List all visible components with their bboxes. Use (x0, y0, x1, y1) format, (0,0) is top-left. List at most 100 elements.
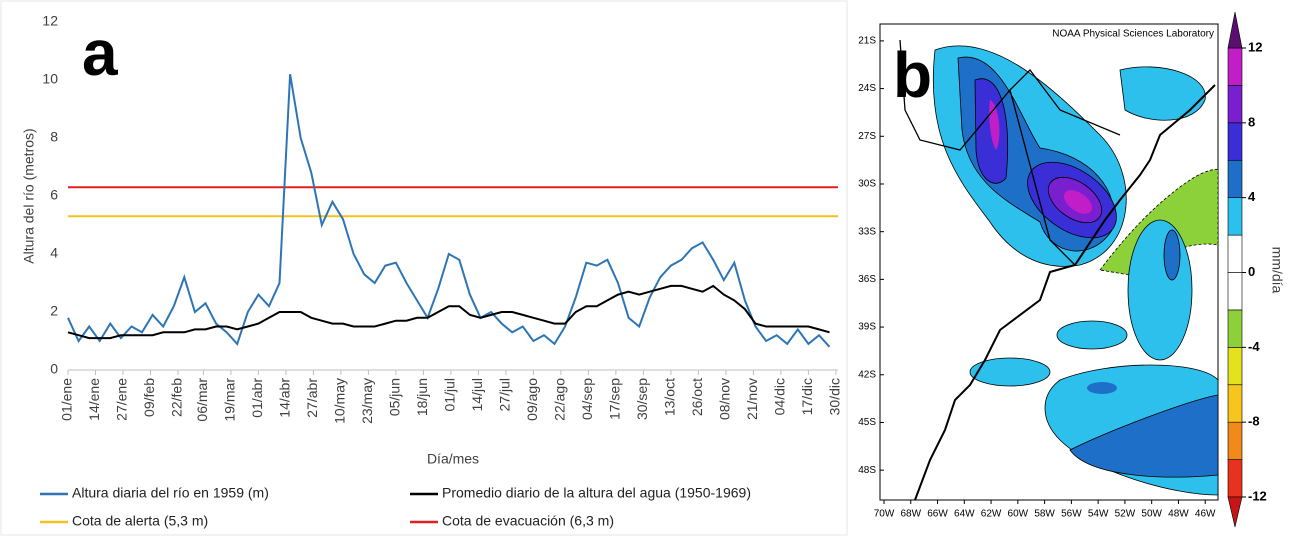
x-tick-label: 13/oct (662, 378, 678, 416)
colorbar-tick-label: -4 (1248, 339, 1260, 354)
x-tick-label: 09/ago (524, 378, 540, 421)
colorbar-band (1227, 384, 1243, 423)
lat-tick-label: 42S (858, 369, 876, 380)
x-tick-label: 17/dic (799, 378, 815, 415)
colorbar-tick-label: 12 (1248, 39, 1262, 54)
colorbar-tick-label: 0 (1248, 264, 1255, 279)
lon-tick-label: 70W (874, 509, 895, 520)
lon-tick-label: 48W (1168, 509, 1189, 520)
colorbar-extend (1227, 496, 1243, 528)
x-tick-label: 05/jun (387, 378, 403, 416)
data-line (67, 74, 831, 348)
y-tick-label: 8 (50, 129, 58, 145)
contour-fill (1063, 190, 1093, 214)
x-tick-label: 01/jul (442, 378, 458, 411)
x-tick-label: 22/ago (552, 378, 568, 421)
x-tick-label: 21/nov (744, 378, 760, 420)
x-tick-label: 18/jun (414, 378, 430, 416)
contour-fill (1119, 66, 1206, 121)
panel-label: a (82, 17, 118, 89)
x-tick-label: 30/sep (634, 378, 650, 420)
colorbar-tick-label: -8 (1248, 414, 1260, 429)
lon-tick-label: 58W (1034, 509, 1055, 520)
title-box (965, 26, 1217, 42)
data-line (67, 284, 830, 340)
lon-tick-label: 54W (1088, 509, 1109, 520)
legend-label: Cota de alerta (5,3 m) (72, 513, 208, 529)
x-tick-label: 09/feb (141, 378, 157, 417)
colorbar-band (1227, 47, 1243, 86)
colorbar-band (1227, 421, 1243, 460)
colorbar-label: mm/día (1269, 247, 1285, 294)
colorbar-band (1227, 122, 1243, 161)
x-tick-label: 30/dic (827, 378, 843, 415)
x-axis-label: Día/mes (427, 451, 479, 467)
lat-tick-label: 45S (858, 417, 876, 428)
x-tick-label: 06/mar (194, 378, 210, 422)
lat-tick-label: 33S (858, 226, 876, 237)
lon-tick-label: 66W (927, 509, 948, 520)
coastline (914, 84, 1216, 501)
x-tick-label: 01/ene (59, 378, 75, 421)
colorbar-tick-label: -12 (1248, 488, 1267, 503)
x-tick-label: 14/abr (277, 378, 293, 418)
colorbar-tick-label: 8 (1248, 114, 1255, 129)
y-axis-label: Altura del río (metros) (21, 128, 37, 263)
x-tick-label: 01/abr (249, 378, 265, 418)
lat-tick-label: 27S (858, 131, 876, 142)
x-tick-label: 04/dic (772, 378, 788, 415)
x-tick-label: 14/jul (469, 378, 485, 411)
x-tick-label: 17/sep (607, 378, 623, 420)
x-tick-label: 08/nov (717, 378, 733, 420)
x-tick-label: 22/feb (169, 378, 185, 417)
contour-fill (1163, 229, 1181, 281)
colorbar-band (1227, 309, 1243, 348)
lon-tick-label: 60W (1008, 509, 1029, 520)
lon-tick-label: 62W (981, 509, 1002, 520)
contour-fill (1056, 320, 1128, 350)
colorbar-band (1227, 197, 1243, 236)
panel-a-frame (0, 0, 848, 536)
y-tick-label: 6 (50, 187, 58, 203)
lat-tick-label: 24S (858, 83, 876, 94)
x-tick-label: 27/ene (114, 378, 130, 421)
colorbar-band (1227, 272, 1243, 311)
lon-tick-label: 46W (1195, 509, 1216, 520)
legend-label: Altura diaria del río en 1959 (m) (72, 485, 269, 501)
contour-fill (1127, 219, 1193, 361)
panel-label: b (893, 39, 932, 111)
lon-tick-label: 64W (954, 509, 975, 520)
colorbar-band (1227, 459, 1243, 498)
map-title: NOAA Physical Sciences Laboratory (1052, 29, 1214, 40)
lon-tick-label: 56W (1061, 509, 1082, 520)
map: NOAA Physical Sciences Laboratory b (879, 23, 1219, 501)
x-tick-label: 26/oct (689, 378, 705, 416)
legend-label: Cota de evacuación (6,3 m) (442, 513, 614, 529)
legend-label: Promedio diario de la altura del agua (1… (442, 485, 751, 501)
colorbar-extend (1227, 11, 1243, 49)
colorbar-tick-label: 4 (1248, 189, 1256, 204)
lon-tick-label: 68W (900, 509, 921, 520)
colorbar-band (1227, 159, 1243, 198)
lon-tick-label: 50W (1141, 509, 1162, 520)
y-tick-label: 4 (50, 245, 58, 261)
x-tick-label: 19/mar (222, 378, 238, 422)
y-tick-label: 0 (50, 361, 58, 377)
x-tick-label: 04/sep (579, 378, 595, 420)
lat-tick-label: 36S (858, 274, 876, 285)
lat-tick-label: 39S (858, 322, 876, 333)
contour-fill (1087, 382, 1117, 394)
colorbar-band (1227, 234, 1243, 273)
lat-tick-label: 30S (858, 179, 876, 190)
x-tick-label: 23/may (359, 378, 375, 424)
x-tick-label: 14/ene (86, 378, 102, 421)
contour-fill (1069, 394, 1219, 478)
lon-tick-label: 52W (1115, 509, 1136, 520)
y-tick-label: 12 (42, 13, 58, 29)
x-tick-label: 10/may (332, 378, 348, 424)
y-tick-label: 10 (42, 71, 58, 87)
border (899, 39, 1121, 266)
lat-tick-label: 48S (858, 465, 876, 476)
y-tick-label: 2 (50, 303, 58, 319)
